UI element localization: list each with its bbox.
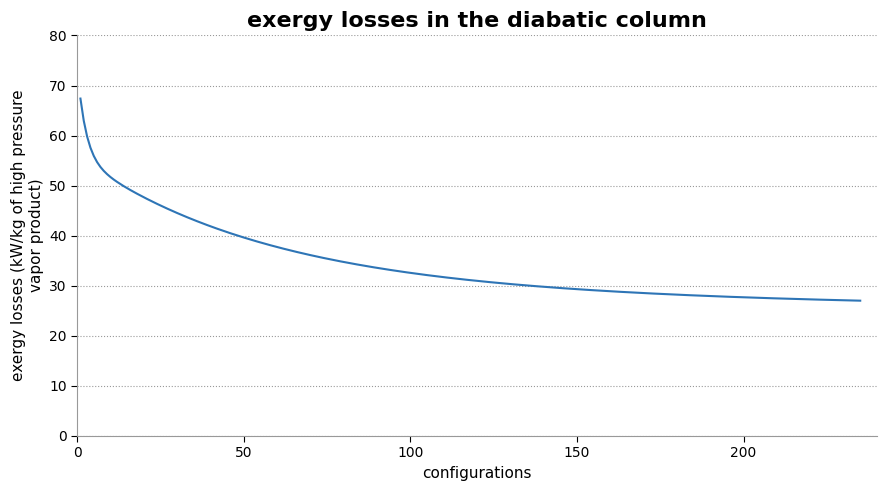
Title: exergy losses in the diabatic column: exergy losses in the diabatic column	[247, 11, 707, 31]
Y-axis label: exergy losses (kW/kg of high pressure
vapor product): exergy losses (kW/kg of high pressure va…	[12, 90, 44, 381]
X-axis label: configurations: configurations	[423, 466, 532, 481]
